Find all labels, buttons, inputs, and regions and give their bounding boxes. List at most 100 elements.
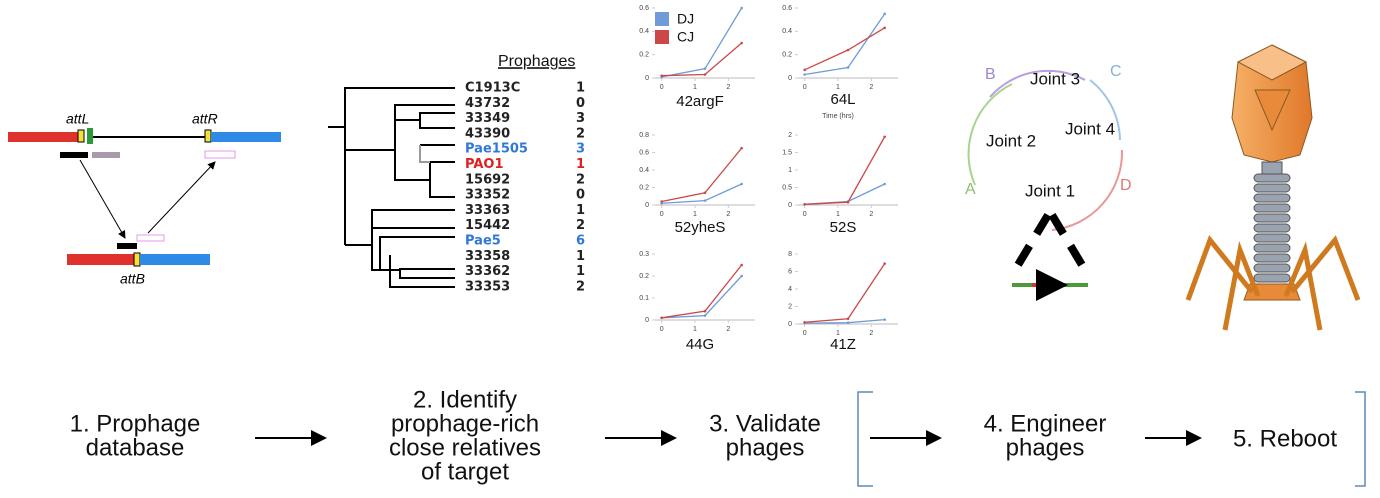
segment-label: D: [1120, 177, 1132, 194]
y-tick-label: 0: [788, 75, 792, 82]
leaf-count: 2: [576, 218, 585, 233]
y-tick-label: 0.5: [782, 184, 792, 191]
x-tick-label: 0: [803, 211, 807, 218]
joint-label: Joint 2: [986, 131, 1036, 150]
y-tick-label: 0.4: [782, 28, 792, 35]
x-tick-label: 1: [836, 84, 840, 91]
step-label: 1. Prophage: [70, 410, 201, 437]
phage-illustration: [1185, 44, 1361, 331]
panel-title: 42argF: [676, 93, 724, 110]
leaf-name: 43390: [465, 126, 510, 141]
leaf-name: Pae1505: [465, 142, 528, 157]
series-point: [803, 68, 806, 72]
step-label: phages: [1006, 434, 1085, 461]
attB-label: attB: [120, 271, 145, 287]
series-line: [661, 7, 743, 78]
leaf-name: 43732: [465, 96, 510, 111]
leaf-count: 1: [576, 249, 585, 264]
x-tick-label: 0: [803, 84, 807, 91]
y-tick-label: 1: [788, 167, 792, 174]
segment-label: C: [1110, 63, 1122, 80]
leaf-count: 1: [576, 81, 585, 96]
y-tick-label: 0: [645, 202, 649, 209]
joint-label: Joint 1: [1025, 181, 1075, 200]
series-point: [703, 314, 707, 317]
panel-title: 52S: [830, 219, 857, 236]
y-tick-label: 8: [788, 251, 792, 258]
x-tick-label: 1: [836, 211, 840, 218]
y-tick-label: 0.3: [639, 251, 649, 258]
y-tick-label: 0.2: [639, 52, 649, 59]
segment-label: B: [985, 66, 996, 83]
leaf-name: PAO1: [465, 157, 504, 172]
leaf-name: 15692: [465, 172, 510, 187]
segment-label: A: [965, 181, 976, 198]
tree-header: Prophages: [498, 53, 575, 70]
series-point: [846, 66, 850, 69]
series-point: [846, 321, 850, 324]
bracket: [857, 391, 1366, 487]
series-line: [804, 27, 886, 71]
x-tick-label: 2: [869, 211, 873, 218]
series-line: [661, 42, 743, 77]
series-point: [883, 12, 886, 16]
y-tick-label: 0.1: [639, 295, 649, 302]
panel-title: 41Z: [830, 336, 856, 353]
series-point: [846, 317, 850, 321]
y-tick-label: 0.2: [639, 273, 649, 280]
leaf-name: Pae5: [465, 234, 501, 249]
series-point: [883, 262, 886, 265]
series-point: [883, 318, 886, 321]
x-tick-label: 2: [869, 330, 873, 337]
series-point: [883, 182, 886, 186]
leaf-name: 33363: [465, 203, 510, 218]
x-tick-label: 1: [693, 84, 697, 91]
series-point: [883, 135, 886, 139]
leaf-count: 3: [576, 111, 585, 126]
panel-title: 64L: [830, 91, 855, 108]
series-point: [740, 41, 743, 45]
x-tick-label: 1: [693, 211, 697, 218]
leaf-name: 33349: [465, 111, 510, 126]
series-point: [660, 74, 663, 77]
x-tick-label: 2: [869, 84, 873, 91]
step-label: phages: [726, 434, 805, 461]
leaf-name: 33358: [465, 249, 510, 264]
joint-label: Joint 3: [1030, 69, 1080, 88]
step-label: 4. Engineer: [984, 410, 1107, 437]
series-point: [703, 309, 707, 313]
step-label: 5. Reboot: [1233, 425, 1337, 452]
leaf-name: 33353: [465, 279, 510, 294]
leaf-count: 1: [576, 157, 585, 172]
x-tick-label: 2: [726, 326, 730, 333]
legend-swatch: [655, 30, 669, 44]
x-tick-label: 1: [836, 330, 840, 337]
legend-label: DJ: [677, 11, 694, 27]
y-tick-label: 0.6: [639, 149, 649, 156]
leaf-count: 2: [576, 279, 585, 294]
series-point: [660, 200, 663, 203]
x-tick-label: 1: [693, 326, 697, 333]
step-label: 2. Identify: [413, 386, 517, 413]
y-tick-label: 0.8: [639, 132, 649, 139]
panel-title: 44G: [686, 336, 714, 353]
step-label: close relatives: [389, 434, 541, 461]
integration-diagram: attL attR attB: [8, 111, 281, 287]
y-tick-label: 6: [788, 268, 792, 275]
attR-label: attR: [192, 111, 218, 127]
leaf-name: 33362: [465, 264, 510, 279]
leaf-name: 33352: [465, 188, 510, 203]
leaf-count: 2: [576, 126, 585, 141]
series-point: [803, 73, 806, 76]
leaf-name: C1913C: [465, 81, 520, 96]
x-tick-label: 0: [803, 330, 807, 337]
series-line: [804, 263, 886, 323]
step-label: of target: [421, 458, 509, 485]
series-point: [883, 26, 886, 30]
series-point: [703, 191, 707, 195]
leaf-count: 1: [576, 203, 585, 218]
x-tick-label: 0: [660, 84, 664, 91]
series-point: [703, 73, 707, 76]
leaf-count: 0: [576, 188, 585, 203]
